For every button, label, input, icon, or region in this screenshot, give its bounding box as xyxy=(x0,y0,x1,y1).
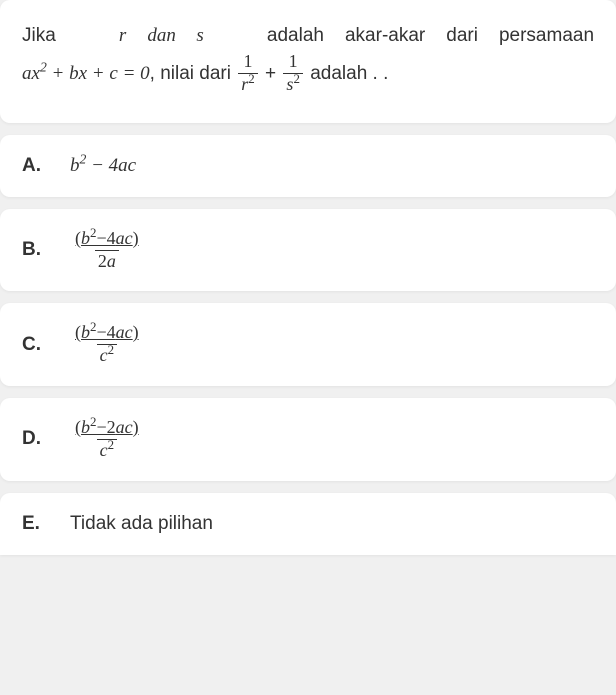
option-content-B: (b2−4ac) 2a xyxy=(70,229,144,272)
option-D[interactable]: D. (b2−2ac) c2 xyxy=(0,398,616,481)
q-frac1-den: r2 xyxy=(238,73,258,95)
option-letter-B: B. xyxy=(22,239,70,261)
option-content-D: (b2−2ac) c2 xyxy=(70,418,144,461)
option-C[interactable]: C. (b2−4ac) c2 xyxy=(0,303,616,386)
option-letter-A: A. xyxy=(22,155,70,177)
option-E[interactable]: E. Tidak ada pilihan xyxy=(0,493,616,555)
q-frac1-num: 1 xyxy=(241,52,256,73)
option-B-num: (b2−4ac) xyxy=(72,229,142,250)
option-content-E: Tidak ada pilihan xyxy=(70,513,213,535)
q-equation: ax2 + bx + c = 0 xyxy=(22,63,150,84)
q-dan: dan xyxy=(147,25,176,46)
question-card: Jika r dan s adalah akar-akar dari persa… xyxy=(0,0,616,123)
option-A[interactable]: A. b2 − 4ac xyxy=(0,135,616,197)
option-A-expr: b2 − 4ac xyxy=(70,155,136,177)
option-D-frac: (b2−2ac) c2 xyxy=(72,418,142,461)
option-B-frac: (b2−4ac) 2a xyxy=(72,229,142,272)
q-frac2-num: 1 xyxy=(286,52,301,73)
q-frac1: 1 r2 xyxy=(238,52,258,95)
option-E-text: Tidak ada pilihan xyxy=(70,513,213,535)
q-frac2-den: s2 xyxy=(283,73,303,95)
q-jika: Jika xyxy=(22,25,56,46)
option-C-den: c2 xyxy=(97,344,117,366)
option-D-num: (b2−2ac) xyxy=(72,418,142,439)
q-plus: + xyxy=(265,63,276,84)
option-letter-D: D. xyxy=(22,428,70,450)
option-letter-C: C. xyxy=(22,334,70,356)
q-frac2: 1 s2 xyxy=(283,52,303,95)
option-letter-E: E. xyxy=(22,513,70,535)
question-text: Jika r dan s adalah akar-akar dari persa… xyxy=(22,20,594,95)
option-C-frac: (b2−4ac) c2 xyxy=(72,323,142,366)
option-C-num: (b2−4ac) xyxy=(72,323,142,344)
option-content-C: (b2−4ac) c2 xyxy=(70,323,144,366)
q-line1-post: adalah akar-akar dari persamaan xyxy=(267,25,594,46)
option-B[interactable]: B. (b2−4ac) 2a xyxy=(0,209,616,292)
q-var-s: s xyxy=(196,25,203,46)
q-adalah: adalah . . xyxy=(310,63,388,84)
option-content-A: b2 − 4ac xyxy=(70,155,136,177)
q-var-r: r xyxy=(119,25,126,46)
q-nilai: , nilai dari xyxy=(150,63,231,84)
option-D-den: c2 xyxy=(97,439,117,461)
option-B-den: 2a xyxy=(95,250,119,272)
